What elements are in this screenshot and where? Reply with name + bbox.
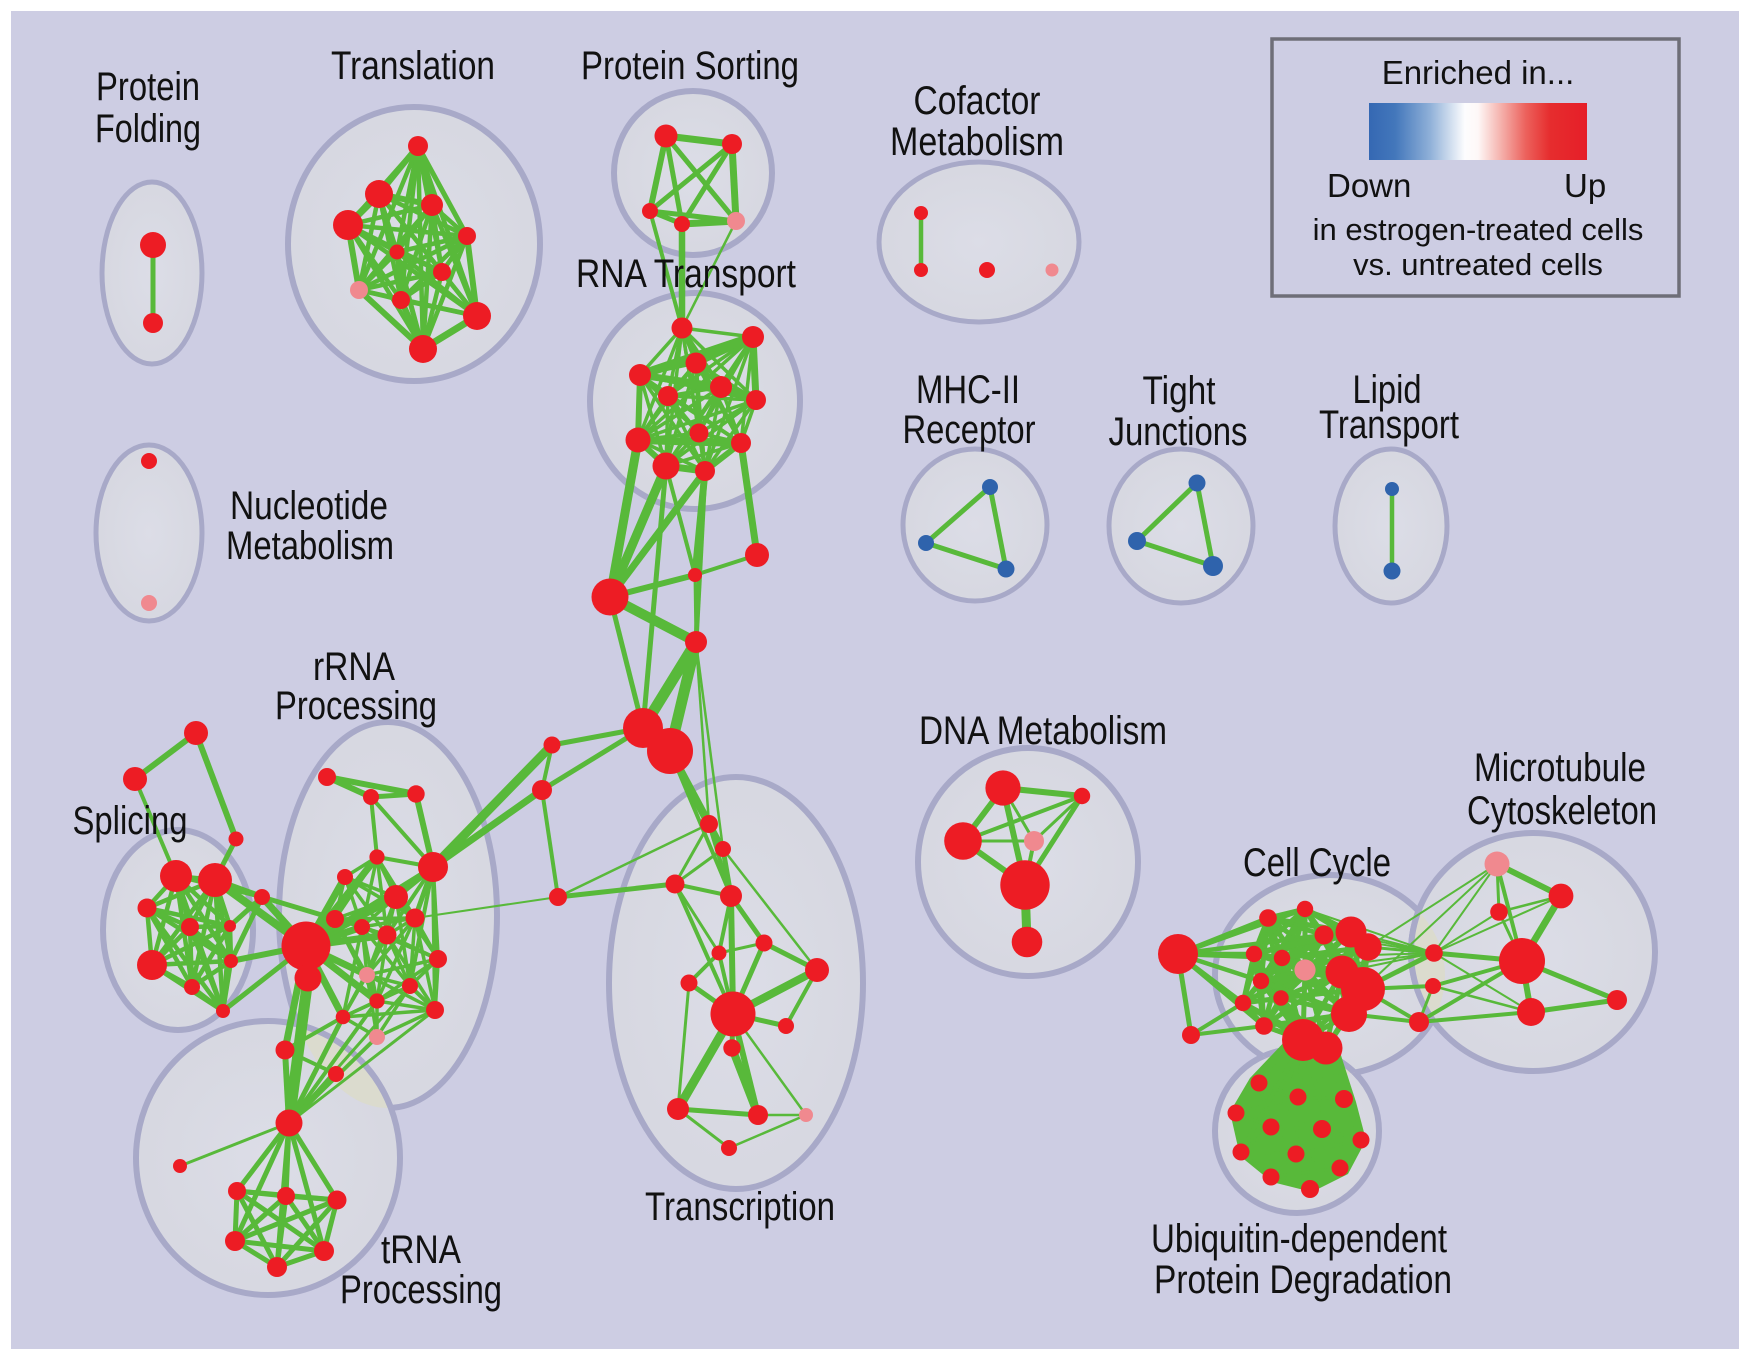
svg-text:Metabolism: Metabolism [226,524,394,568]
svg-text:DNA Metabolism: DNA Metabolism [919,709,1167,753]
svg-text:Nucleotide: Nucleotide [230,484,388,528]
svg-text:rRNA: rRNA [313,645,395,689]
svg-text:Cofactor: Cofactor [914,79,1041,123]
svg-text:Up: Up [1564,167,1606,204]
svg-text:Translation: Translation [331,44,495,88]
svg-text:Protein Sorting: Protein Sorting [581,44,799,88]
svg-text:tRNA: tRNA [381,1228,461,1272]
svg-text:Junctions: Junctions [1109,410,1248,454]
svg-text:Metabolism: Metabolism [890,120,1064,164]
svg-text:in estrogen-treated cells: in estrogen-treated cells [1313,212,1644,247]
svg-text:Processing: Processing [340,1268,502,1312]
svg-text:Protein: Protein [96,65,200,109]
svg-text:Protein Degradation: Protein Degradation [1154,1258,1452,1302]
svg-text:Ubiquitin-dependent: Ubiquitin-dependent [1151,1217,1447,1261]
svg-text:Splicing: Splicing [73,799,188,843]
svg-text:Transport: Transport [1319,403,1459,447]
svg-text:Cytoskeleton: Cytoskeleton [1467,789,1657,833]
svg-text:Lipid: Lipid [1353,368,1422,412]
svg-text:vs. untreated cells: vs. untreated cells [1353,247,1603,282]
svg-text:Receptor: Receptor [903,408,1036,452]
svg-text:Down: Down [1327,167,1411,204]
svg-text:MHC-II: MHC-II [916,368,1020,412]
svg-text:RNA Transport: RNA Transport [576,252,796,296]
svg-text:Microtubule: Microtubule [1474,746,1646,790]
svg-text:Transcription: Transcription [645,1185,835,1229]
svg-text:Tight: Tight [1143,369,1216,413]
svg-text:Cell Cycle: Cell Cycle [1243,841,1391,885]
svg-text:Enriched in...: Enriched in... [1382,54,1575,91]
svg-text:Processing: Processing [275,684,437,728]
svg-text:Folding: Folding [95,107,201,151]
